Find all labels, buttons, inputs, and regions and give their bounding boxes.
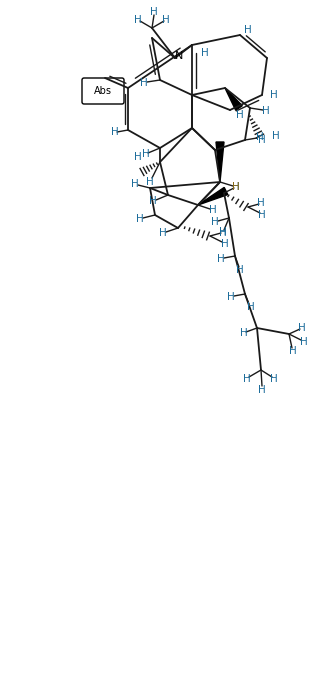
Text: H: H xyxy=(300,337,308,347)
Text: H: H xyxy=(247,302,255,312)
Text: H: H xyxy=(134,152,142,162)
Text: H: H xyxy=(134,15,142,25)
Text: Abs: Abs xyxy=(94,86,112,96)
Text: H: H xyxy=(201,48,209,58)
Text: H: H xyxy=(256,132,264,142)
Text: H: H xyxy=(159,228,167,238)
Text: H: H xyxy=(262,106,270,116)
Text: H: H xyxy=(257,198,265,208)
Polygon shape xyxy=(216,142,224,182)
Text: H: H xyxy=(131,179,139,189)
Text: H: H xyxy=(111,127,119,137)
Text: H: H xyxy=(162,15,170,25)
Text: H: H xyxy=(211,217,219,227)
FancyBboxPatch shape xyxy=(82,78,124,104)
Text: H: H xyxy=(140,78,148,88)
Text: H: H xyxy=(142,149,150,159)
Text: H: H xyxy=(232,182,240,192)
Text: H: H xyxy=(258,210,266,220)
Text: H: H xyxy=(244,25,252,35)
Text: H: H xyxy=(272,131,280,141)
Text: H: H xyxy=(298,323,306,333)
Text: H: H xyxy=(289,346,297,356)
Text: H: H xyxy=(150,7,158,17)
Text: H: H xyxy=(149,196,157,206)
Text: H: H xyxy=(232,182,240,192)
Text: H: H xyxy=(219,228,227,238)
Text: H: H xyxy=(219,227,227,237)
Text: H: H xyxy=(217,254,225,264)
Text: H: H xyxy=(240,328,248,338)
Text: N: N xyxy=(175,51,183,61)
Text: H: H xyxy=(243,374,251,384)
Polygon shape xyxy=(198,187,228,205)
Text: H: H xyxy=(227,292,235,302)
Text: H: H xyxy=(258,135,266,145)
Text: H: H xyxy=(236,110,244,120)
Text: H: H xyxy=(258,385,266,395)
Text: H: H xyxy=(270,90,278,100)
Text: H: H xyxy=(221,239,229,249)
Text: H: H xyxy=(209,205,217,215)
Text: H: H xyxy=(270,374,278,384)
Text: H: H xyxy=(146,177,154,187)
Polygon shape xyxy=(225,88,242,110)
Text: H: H xyxy=(236,265,244,275)
Text: H: H xyxy=(136,214,144,224)
